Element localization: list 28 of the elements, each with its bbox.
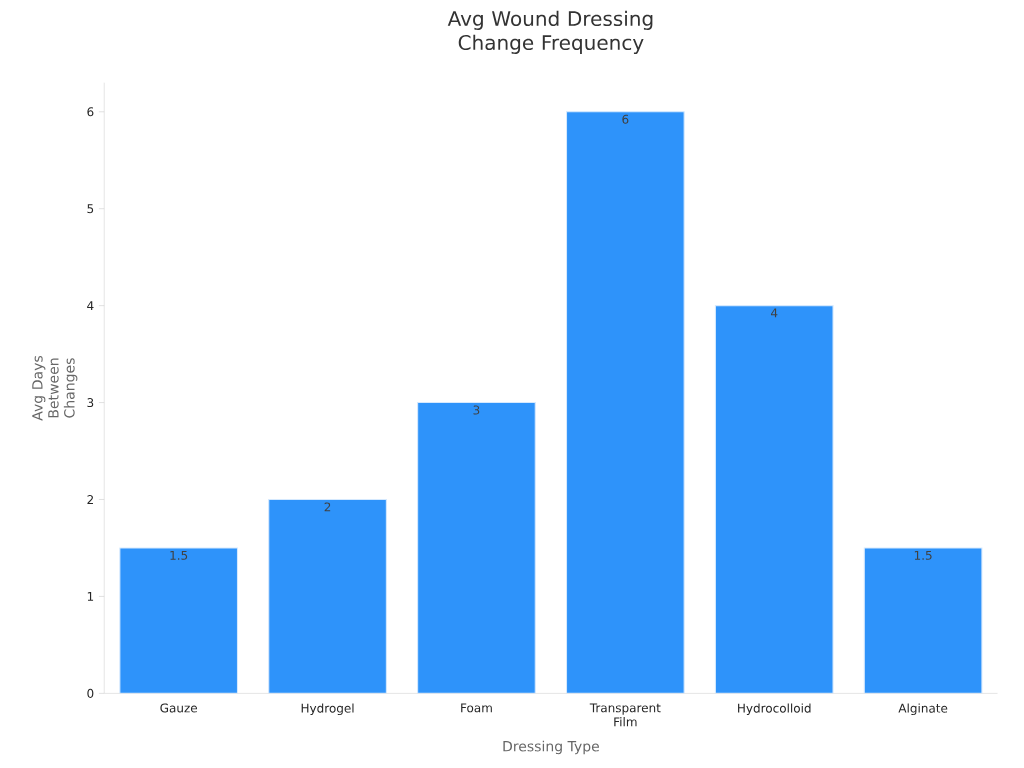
x-tick-label: Alginate [898, 703, 948, 716]
y-tick-label: 4 [87, 301, 94, 311]
y-tick-label: 3 [87, 398, 94, 408]
data-label: 6 [622, 114, 629, 124]
x-tick-label: Gauze [160, 703, 198, 713]
y-tick-label: 0 [87, 688, 94, 698]
data-label: 4 [770, 308, 778, 318]
bar [863, 547, 983, 694]
y-tick-label: 1 [87, 592, 94, 601]
data-label: 1.5 [170, 550, 188, 560]
x-tick-label: Hydrocolloid [738, 703, 811, 716]
y-tick-label: 6 [87, 107, 94, 117]
bar [268, 498, 387, 694]
x-tick-label: Transparent Film [589, 703, 661, 727]
bar [714, 305, 834, 694]
y-tick-label: 2 [87, 495, 93, 504]
x-tick-label: Hydrogel [301, 703, 354, 716]
x-tick-label: Foam [461, 703, 492, 713]
bar [417, 402, 536, 694]
y-tick-label: 5 [87, 204, 94, 214]
bar [119, 547, 239, 694]
data-label: 2 [324, 502, 331, 512]
data-label: 1.5 [914, 550, 932, 560]
data-label: 3 [473, 405, 480, 415]
x-axis-title: Dressing Type [503, 740, 599, 755]
chart-title: Avg Wound Dressing Change Frequency [447, 10, 653, 54]
bar [565, 111, 685, 694]
y-axis-title: Avg Days Between Changes [32, 355, 78, 421]
